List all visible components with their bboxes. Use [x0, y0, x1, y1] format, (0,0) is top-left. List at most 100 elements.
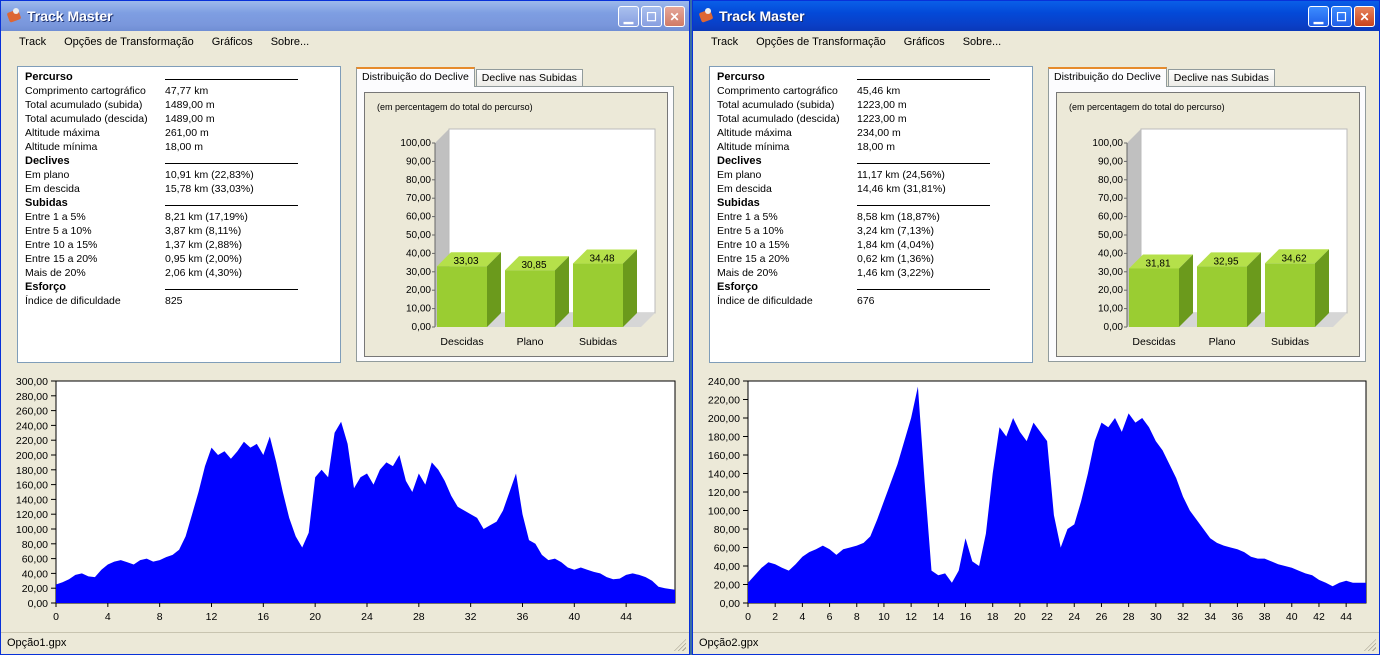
x-tick-label: 20 — [309, 611, 321, 623]
tab-slope-distribution[interactable]: Distribuição do Declive — [1048, 67, 1167, 87]
stat-value: 18,00 m — [857, 141, 895, 153]
menu-transform-options[interactable]: Opções de Transformação — [756, 36, 886, 48]
title-bar[interactable]: Track Master ▁ ☐ ✕ — [693, 1, 1379, 31]
app-icon[interactable] — [7, 8, 23, 24]
stat-value: 8,21 km (17,19%) — [165, 211, 248, 223]
x-tick-label: 30 — [1150, 611, 1162, 623]
bar-subidas — [573, 249, 637, 327]
elevation-profile-chart: 0,00 20,00 40,00 60,00 80,00 100,00 120,00 140,… — [693, 371, 1379, 631]
stat-row: Comprimento cartográfico 47,77 km — [25, 84, 340, 98]
menu-transform-options[interactable]: Opções de Transformação — [64, 36, 194, 48]
y-tick-label: 40,00 — [1098, 248, 1123, 259]
stat-row: Total acumulado (subida) 1489,00 m — [25, 98, 340, 112]
tab-climb-slope[interactable]: Declive nas Subidas — [1167, 69, 1275, 87]
x-tick-label: 8 — [157, 611, 163, 623]
y-tick-label: 280,00 — [16, 391, 48, 403]
stat-label: Mais de 20% — [717, 267, 778, 279]
bar-chart-svg: (em percentagem do total do percurso) 0,0… — [377, 102, 656, 348]
x-tick-label: 8 — [854, 611, 860, 623]
x-tick-label: 6 — [827, 611, 833, 623]
x-tick-label: 34 — [1204, 611, 1216, 623]
window-title: Track Master — [27, 8, 113, 24]
y-tick-label: 140,00 — [16, 494, 48, 506]
stat-value: 3,24 km (7,13%) — [857, 225, 935, 237]
section-title: Declives — [25, 155, 70, 167]
section-title: Subidas — [717, 197, 760, 209]
stat-value: 0,62 km (1,36%) — [857, 253, 935, 265]
stat-label: Altitude máxima — [717, 127, 792, 139]
stat-label: Altitude mínima — [717, 141, 790, 153]
status-filename: Opção2.gpx — [699, 637, 759, 649]
stat-row: Em descida 14,46 km (31,81%) — [717, 182, 1032, 196]
chart-tabs: Distribuição do Declive Declive nas Subi… — [1048, 67, 1276, 87]
tab-panel: (em percentagem do total do percurso) 0,0… — [1048, 86, 1366, 362]
minimize-button[interactable]: ▁ — [618, 6, 639, 27]
bar-side — [1247, 252, 1261, 327]
x-tick-label: 2 — [772, 611, 778, 623]
stat-row: Entre 1 a 5% 8,58 km (18,87%) — [717, 210, 1032, 224]
stat-row: Total acumulado (descida) 1223,00 m — [717, 112, 1032, 126]
stat-value: 1489,00 m — [165, 99, 215, 111]
track-master-window-2[interactable]: Track Master ▁ ☐ ✕ Track Opções de Trans… — [692, 0, 1380, 655]
section-rule — [165, 196, 298, 206]
x-tick-label: 4 — [799, 611, 805, 623]
stat-row: Índice de dificuldade 825 — [25, 294, 340, 308]
bar-value-label: 30,85 — [521, 260, 546, 271]
stat-row: Entre 5 a 10% 3,24 km (7,13%) — [717, 224, 1032, 238]
section-header: Esforço — [717, 280, 1032, 294]
menu-about[interactable]: Sobre... — [962, 36, 1002, 48]
chart-subtitle: (em percentagem do total do percurso) — [377, 102, 533, 112]
x-tick-label: 26 — [1096, 611, 1108, 623]
maximize-button[interactable]: ☐ — [641, 6, 662, 27]
stat-row: Em descida 15,78 km (33,03%) — [25, 182, 340, 196]
title-bar[interactable]: Track Master ▁ ☐ ✕ — [1, 1, 689, 31]
bar-top — [1129, 254, 1193, 269]
menu-about[interactable]: Sobre... — [270, 36, 310, 48]
tab-slope-distribution[interactable]: Distribuição do Declive — [356, 67, 475, 87]
section-header: Percurso — [25, 70, 340, 84]
menu-charts[interactable]: Gráficos — [211, 36, 253, 48]
menu-track[interactable]: Track — [711, 36, 739, 48]
stat-label: Índice de dificuldade — [25, 295, 121, 307]
track-master-window-1[interactable]: Track Master ▁ ☐ ✕ Track Opções de Trans… — [0, 0, 690, 655]
stat-row: Altitude máxima 234,00 m — [717, 126, 1032, 140]
section-rule — [857, 70, 990, 80]
bar-value-label: 34,62 — [1281, 253, 1306, 264]
menu-track[interactable]: Track — [19, 36, 47, 48]
resize-grip-icon[interactable] — [674, 639, 686, 651]
resize-grip-icon[interactable] — [1364, 639, 1376, 651]
stat-value: 234,00 m — [857, 127, 901, 139]
close-button[interactable]: ✕ — [1354, 6, 1375, 27]
x-tick-label: 24 — [1068, 611, 1080, 623]
x-category-label: Descidas — [1132, 336, 1175, 348]
y-tick-label: 120,00 — [16, 509, 48, 521]
tab-climb-slope[interactable]: Declive nas Subidas — [475, 69, 583, 87]
stat-value: 10,91 km (22,83%) — [165, 169, 254, 181]
y-tick-label: 80,00 — [714, 524, 740, 536]
stat-row: Altitude mínima 18,00 m — [717, 140, 1032, 154]
x-tick-label: 18 — [987, 611, 999, 623]
y-tick-label: 20,00 — [22, 583, 48, 595]
y-tick-label: 90,00 — [1098, 156, 1123, 167]
minimize-button[interactable]: ▁ — [1308, 6, 1329, 27]
y-tick-label: 70,00 — [1098, 193, 1123, 204]
section-title: Percurso — [717, 71, 765, 83]
bar-descidas — [437, 252, 501, 327]
app-icon[interactable] — [699, 8, 715, 24]
y-tick-label: 0,00 — [1104, 322, 1124, 333]
y-tick-label: 40,00 — [714, 561, 740, 573]
stat-value: 1223,00 m — [857, 113, 907, 125]
close-button[interactable]: ✕ — [664, 6, 685, 27]
maximize-button[interactable]: ☐ — [1331, 6, 1352, 27]
stat-value: 1,46 km (3,22%) — [857, 267, 935, 279]
y-tick-label: 260,00 — [16, 406, 48, 418]
stat-row: Total acumulado (subida) 1223,00 m — [717, 98, 1032, 112]
y-tick-label: 300,00 — [16, 376, 48, 388]
y-tick-label: 0,00 — [28, 598, 49, 610]
bar-front — [1265, 263, 1315, 327]
y-tick-label: 0,00 — [720, 598, 741, 610]
stat-row: Total acumulado (descida) 1489,00 m — [25, 112, 340, 126]
track-stats-panel: Percurso Comprimento cartográfico 45,46 km… — [709, 66, 1033, 363]
menu-charts[interactable]: Gráficos — [903, 36, 945, 48]
stat-value: 14,46 km (31,81%) — [857, 183, 946, 195]
